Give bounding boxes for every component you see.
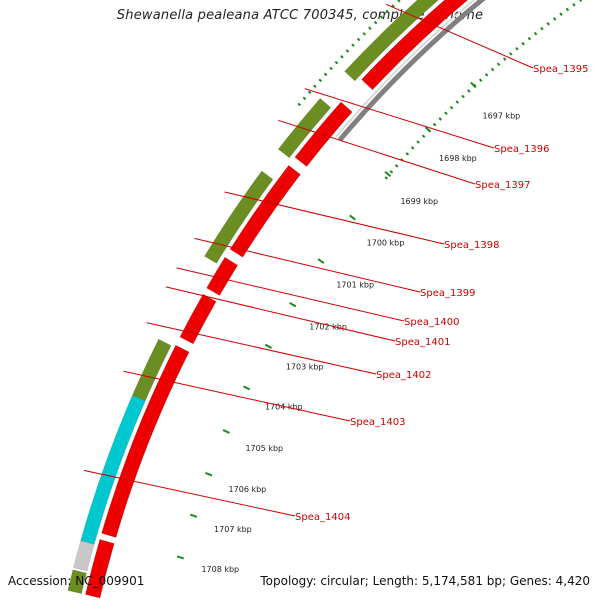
kbp-tick — [189, 513, 198, 518]
kbp-label: 1699 kbp — [400, 197, 438, 206]
olive-feature-4 — [132, 338, 172, 402]
gene-label-spea-1403: Spea_1403 — [350, 417, 405, 428]
cds-feature-4 — [206, 256, 239, 296]
gene-label-spea-1398: Spea_1398 — [444, 240, 499, 251]
olive-feature-2 — [277, 97, 332, 159]
cyan-feature — [80, 394, 146, 545]
gene-leader-line — [224, 191, 445, 245]
kbp-label: 1708 kbp — [201, 565, 239, 574]
gene-leader-line — [385, 3, 534, 69]
backbone-highlight — [335, 0, 476, 138]
kbp-tick — [384, 170, 392, 177]
cds-feature-2 — [294, 101, 353, 167]
kbp-tick — [470, 81, 477, 89]
dotted-guide-lines — [297, 0, 584, 180]
olive-feature-1 — [344, 0, 440, 82]
gene-leader-line — [165, 286, 396, 342]
gene-label-spea-1395: Spea_1395 — [533, 64, 588, 75]
kbp-label: 1702 kbp — [309, 322, 347, 331]
gene-leader-line — [194, 237, 421, 293]
gene-leader-line — [83, 469, 296, 517]
gene-label-spea-1397: Spea_1397 — [475, 180, 530, 191]
kbp-tick — [349, 214, 356, 221]
kbp-label: 1707 kbp — [214, 525, 252, 534]
kbp-label: 1703 kbp — [286, 362, 324, 371]
kbp-tick — [289, 301, 297, 308]
kbp-tick — [317, 258, 325, 264]
gene-label-spea-1399: Spea_1399 — [420, 288, 475, 299]
gene-label-spea-1402: Spea_1402 — [376, 370, 431, 381]
gene-label-spea-1401: Spea_1401 — [395, 337, 450, 348]
gene-leader-line — [176, 267, 405, 322]
kbp-label: 1698 kbp — [439, 154, 477, 163]
gene-label-spea-1396: Spea_1396 — [494, 144, 549, 155]
gene-label-spea-1404: Spea_1404 — [295, 512, 350, 523]
gene-leader-line — [278, 119, 476, 185]
kbp-scale: 1697 kbp 1698 kbp 1699 kbp 1700 kbp 1701 kbp… — [176, 81, 521, 574]
olive-feature-5 — [67, 569, 87, 594]
kbp-tick — [222, 429, 230, 434]
cds-feature-5 — [179, 293, 217, 345]
cds-feature-7 — [85, 539, 115, 599]
gene-leader-line — [146, 322, 377, 375]
accession-text: Accession: NC_009901 — [8, 574, 145, 588]
map-title: Shewanella pealeana ATCC 700345, complet… — [116, 8, 484, 23]
cds-feature-6 — [101, 344, 190, 538]
kbp-tick — [205, 471, 213, 477]
kbp-tick — [424, 126, 432, 133]
gray-feature — [73, 540, 95, 572]
gene-leader-line — [304, 88, 495, 149]
kbp-tick — [176, 555, 185, 560]
gene-labels: Spea_1395 Spea_1396 Spea_1397 Spea_1398 Spea… — [83, 3, 588, 523]
kbp-tick — [243, 385, 251, 391]
cds-feature-1 — [361, 0, 469, 91]
kbp-label: 1706 kbp — [229, 485, 267, 494]
kbp-label: 1705 kbp — [245, 444, 283, 453]
kbp-label: 1701 kbp — [336, 281, 374, 290]
cds-feature-3 — [229, 164, 301, 258]
backbone-arc — [337, 0, 486, 142]
kbp-label: 1700 kbp — [367, 239, 405, 248]
dotted-scale-line — [384, 0, 584, 180]
genome-backbone — [335, 0, 486, 142]
kbp-label: 1697 kbp — [483, 112, 521, 121]
gene-features — [67, 0, 469, 599]
kbp-tick — [264, 343, 272, 349]
gene-leader-line — [123, 370, 351, 422]
topology-text: Topology: circular; Length: 5,174,581 bp… — [260, 574, 590, 588]
olive-feature-3 — [204, 170, 274, 264]
gene-label-spea-1400: Spea_1400 — [404, 317, 459, 328]
